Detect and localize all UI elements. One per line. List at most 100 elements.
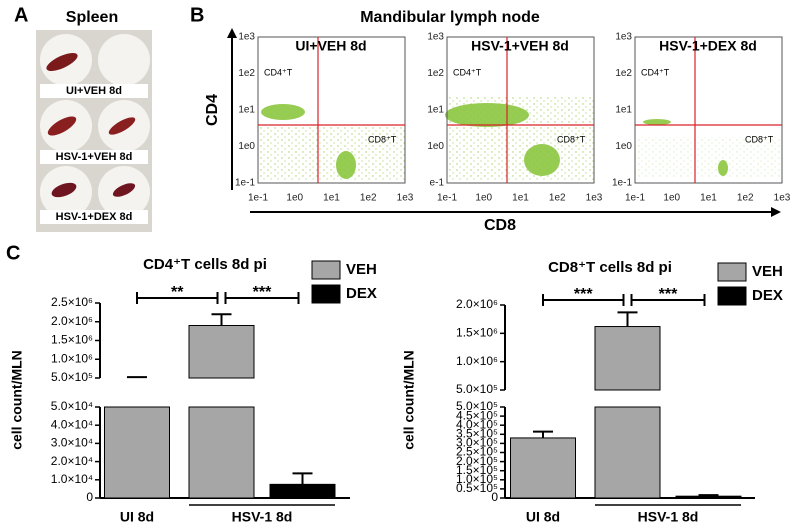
x-tick-label: UI 8d [526,509,560,525]
x-tick-label: 1e1 [700,193,717,204]
bar [104,406,170,499]
bar [675,495,742,499]
x-tick-label: HSV-1 8d [638,509,699,525]
y-tick-label: 1.0×10⁴ [51,472,93,486]
error-bar [533,430,553,438]
quadrant-label: CD4⁺T [264,67,293,77]
legend-swatch [311,260,341,280]
photo-label: UI+VEH 8d [66,85,122,97]
y-tick-label: 2.5×10⁵ [456,445,498,459]
x-tick-label: 1e0 [286,193,303,204]
y-tick-label: 2.0×10⁵ [456,454,498,468]
y-tick-label: 5.0×10⁴ [51,399,93,413]
error-bar [698,494,719,497]
legend-label: VEH [346,261,377,278]
chart-title: CD8⁺T cells 8d pi [548,259,672,276]
axis-arrows [227,28,781,217]
legend-swatch [717,286,747,306]
y-tick-label: e-1 [430,178,445,189]
y-tick-label: 1e1 [427,105,444,116]
significance-label: *** [574,286,593,303]
quadrant-label: CD8⁺T [745,134,774,144]
y-tick-label: 2.0×10⁶ [456,297,498,311]
significance-label: *** [659,286,678,303]
panel-letter: B [190,4,204,26]
y-tick-label: 5.0×10⁵ [456,399,498,413]
event-cluster [445,103,529,127]
plot-title: HSV-1+VEH 8d [471,38,569,54]
error-bar [617,311,638,327]
plot-title: UI+VEH 8d [295,38,366,54]
chart-title: CD4⁺T cells 8d pi [143,256,267,273]
bar [188,406,255,499]
y-tick-label: 4.0×10⁵ [456,417,498,431]
event-cluster [524,144,560,176]
bar [594,326,661,391]
plot-title: HSV-1+DEX 8d [659,38,757,54]
panel-letter: C [6,242,20,264]
y-tick-label: 5.0×10⁵ [456,382,498,396]
x-tick-label: 1e1 [512,193,529,204]
panel-title: Mandibular lymph node [360,9,540,26]
y-tick-label: 1e2 [615,68,632,79]
event-cluster [261,104,305,120]
x-tick-label: 1e-1 [248,193,268,204]
significance-bracket [542,294,625,306]
panel-title: Spleen [66,9,118,26]
photo-label: HSV-1+DEX 8d [56,211,133,223]
event-scatter [258,127,405,180]
significance-label: ** [171,284,184,301]
plot-frame [257,36,406,184]
y-tick-label: 1.0×10⁶ [51,351,93,365]
y-tick-label: 3.5×10⁵ [456,426,498,440]
y-tick-label: 1e1 [238,105,255,116]
quadrant-label: CD8⁺T [557,134,586,144]
significance-bracket [136,292,219,304]
panel-letter: A [14,4,28,26]
x-tick-label: 1e-1 [437,193,457,204]
y-tick-label: 1e3 [238,32,255,43]
y-tick-label: 1e0 [427,141,444,152]
x-tick-label: 1e3 [397,193,414,204]
y-tick-label: 0.5×10⁵ [456,481,498,495]
legend-swatch [717,262,747,282]
bar [510,437,576,499]
y-axis-label: cell count/MLN [401,350,417,450]
y-tick-label: 0 [491,490,498,504]
significance-bracket [224,292,300,304]
y-tick-label: 1.0×10⁶ [456,354,498,368]
axis-label: CD4 [204,94,221,126]
quadrant-label: CD8⁺T [368,134,397,144]
y-tick-label: 3.0×10⁴ [51,436,93,450]
error-bar [211,313,232,326]
y-tick-label: 4.5×10⁵ [456,408,498,422]
x-tick-label: 1e2 [549,193,566,204]
y-tick-label: 2.5×10⁶ [51,295,93,309]
x-tick-label: 1e3 [586,193,603,204]
axis-label: CD8 [484,217,516,234]
y-tick-label: 1e1 [615,105,632,116]
quadrant-label: CD4⁺T [641,67,670,77]
x-tick-label: HSV-1 8d [232,509,293,525]
y-tick-label: 1.0×10⁵ [456,472,498,486]
bar [269,483,336,499]
y-tick-label: 1e2 [238,68,255,79]
y-tick-label: 1e-1 [612,178,632,189]
photo-label: HSV-1+VEH 8d [56,151,133,163]
y-tick-label: 1e3 [615,32,632,43]
y-tick-label: 1e0 [615,141,632,152]
spleen-photo [36,30,152,232]
x-tick-label: 1e1 [323,193,340,204]
y-tick-label: 1e-1 [235,178,255,189]
event-cluster [718,160,728,176]
bar [188,325,255,379]
event-cluster [336,151,356,179]
y-axis-label: cell count/MLN [9,350,25,450]
event-scatter [635,137,782,177]
legend-swatch [311,284,341,304]
y-tick-label: 2.0×10⁶ [51,314,93,328]
plot-frame [446,36,595,184]
legend-label: VEH [752,263,783,280]
y-tick-label: 1.5×10⁵ [456,463,498,477]
